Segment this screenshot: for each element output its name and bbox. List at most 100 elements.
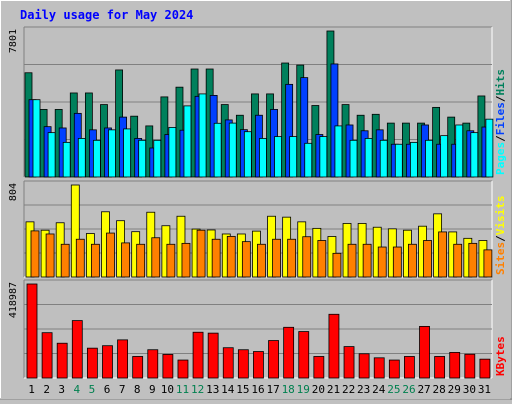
bar-kbytes-3 xyxy=(56,342,68,379)
panel-kbytes: 418987 KBytes xyxy=(8,279,507,379)
bar-pages-12 xyxy=(198,93,207,178)
bar-sites-29 xyxy=(453,243,463,278)
bar-pages-10 xyxy=(168,127,177,178)
bar-kbytes-11 xyxy=(177,359,189,379)
x-tick-label: 21 xyxy=(327,383,340,396)
x-tick-label: 5 xyxy=(89,383,96,396)
x-tick-label: 10 xyxy=(161,383,174,396)
bar-pages-4 xyxy=(77,138,86,178)
bar-sites-17 xyxy=(272,238,281,278)
x-tick-label: 13 xyxy=(206,383,219,396)
bar-kbytes-27 xyxy=(419,325,430,379)
bar-kbytes-21 xyxy=(328,313,340,379)
bar-pages-17 xyxy=(274,136,282,178)
bar-sites-4 xyxy=(75,238,85,278)
series-sites xyxy=(30,229,493,278)
bar-pages-25 xyxy=(394,143,403,178)
bar-kbytes-14 xyxy=(222,347,234,379)
y-max-label: 418987 xyxy=(8,282,19,318)
bar-kbytes-12 xyxy=(192,331,204,379)
bar-sites-26 xyxy=(408,243,417,278)
bar-sites-13 xyxy=(211,238,221,278)
bar-pages-28 xyxy=(440,135,449,178)
bar-sites-3 xyxy=(60,243,70,278)
x-tick-label: 22 xyxy=(342,383,355,396)
bar-sites-5 xyxy=(90,243,100,278)
legend-kbytes: KBytes xyxy=(494,336,507,376)
bar-pages-26 xyxy=(410,141,418,178)
x-tick-label: 30 xyxy=(463,383,476,396)
x-tick-label: 9 xyxy=(149,383,156,396)
bar-sites-7 xyxy=(121,242,130,278)
bar-sites-22 xyxy=(347,243,357,278)
y-max-label: 804 xyxy=(8,183,19,201)
bar-kbytes-13 xyxy=(207,332,219,379)
bar-pages-8 xyxy=(138,139,147,178)
legend-item-sites: Sites xyxy=(494,242,507,275)
bar-pages-24 xyxy=(379,139,388,178)
chart-title: Daily usage for May 2024 xyxy=(20,8,193,22)
bar-pages-11 xyxy=(183,105,192,178)
series-hits xyxy=(24,30,486,178)
bar-sites-27 xyxy=(423,240,432,278)
bar-kbytes-19 xyxy=(298,331,310,379)
bar-pages-30 xyxy=(470,132,479,178)
x-tick-label: 7 xyxy=(119,383,126,396)
legend-item-pages: Pages xyxy=(494,142,507,175)
bar-kbytes-26 xyxy=(404,356,415,379)
bar-pages-19 xyxy=(304,142,313,178)
bar-pages-13 xyxy=(213,122,222,178)
legend-separator: / xyxy=(494,135,507,142)
bar-pages-7 xyxy=(123,128,131,178)
bar-files-21 xyxy=(330,63,339,178)
bar-files-19 xyxy=(300,77,309,178)
bar-kbytes-30 xyxy=(464,353,476,379)
bar-pages-22 xyxy=(349,139,358,178)
x-tick-label: 18 xyxy=(282,383,295,396)
bar-kbytes-15 xyxy=(237,349,249,379)
bar-kbytes-20 xyxy=(313,356,325,379)
x-tick-label: 25 xyxy=(387,383,400,396)
bar-kbytes-25 xyxy=(388,359,400,379)
x-tick-label: 3 xyxy=(58,383,65,396)
bar-pages-15 xyxy=(243,131,252,178)
bar-files-18 xyxy=(285,83,294,178)
x-tick-label: 6 xyxy=(104,383,111,396)
legend-item-visits: Visits xyxy=(494,196,507,236)
bar-kbytes-10 xyxy=(162,354,174,379)
x-axis: 1 2 3 4 5 6 7 8 9 10 11 12 13 14 15 16 17 18 19 20 21 22 23 24 2… xyxy=(28,383,491,396)
bar-pages-23 xyxy=(364,138,373,178)
x-tick-label: 15 xyxy=(236,383,249,396)
bar-sites-12 xyxy=(196,229,206,278)
bar-kbytes-31 xyxy=(479,358,491,379)
bar-sites-8 xyxy=(136,243,146,278)
bar-sites-23 xyxy=(362,243,372,278)
legend-item-hits: Hits xyxy=(494,69,507,96)
bar-sites-31 xyxy=(483,249,493,278)
bar-sites-16 xyxy=(257,243,266,278)
bar-kbytes-4 xyxy=(71,320,83,379)
bar-pages-2 xyxy=(47,132,56,178)
x-tick-label: 12 xyxy=(191,383,204,396)
x-tick-label: 14 xyxy=(221,383,235,396)
bar-kbytes-22 xyxy=(343,346,355,379)
bar-sites-10 xyxy=(166,243,176,278)
bar-pages-29 xyxy=(455,124,464,178)
legend-item-files: Files xyxy=(494,102,507,135)
bar-kbytes-24 xyxy=(373,357,385,379)
bar-pages-3 xyxy=(62,141,71,178)
legend-text: KBytes xyxy=(494,336,507,376)
legend-separator: / xyxy=(494,95,507,102)
bar-kbytes-28 xyxy=(434,356,446,379)
bar-sites-11 xyxy=(181,242,191,278)
x-tick-label: 24 xyxy=(372,383,386,396)
bar-pages-1 xyxy=(32,99,41,178)
bar-pages-14 xyxy=(228,122,237,178)
bar-sites-18 xyxy=(287,238,297,278)
legend-item-kbytes: KBytes xyxy=(494,336,507,376)
bar-pages-20 xyxy=(319,136,328,178)
